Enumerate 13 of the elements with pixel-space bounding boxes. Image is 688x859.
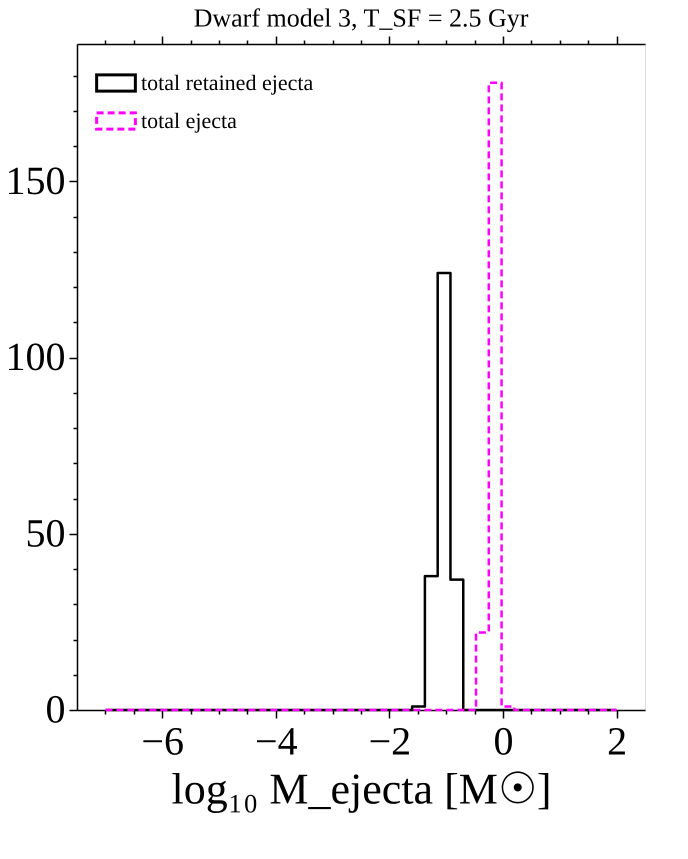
x-tick-label: 2	[607, 718, 628, 764]
x-axis-title: log₁₀ M_ejecta [M☉]	[171, 764, 552, 814]
y-tick-label: 50	[26, 510, 66, 556]
legend-label: total retained ejecta	[141, 70, 314, 95]
y-tick-label: 0	[46, 686, 66, 732]
x-tick-label: −2	[368, 718, 412, 764]
x-tick-label: −4	[255, 718, 298, 764]
y-tick-label: 100	[6, 334, 66, 380]
x-tick-label: 0	[494, 718, 514, 764]
chart-title: Dwarf model 3, T_SF = 2.5 Gyr	[194, 3, 529, 32]
legend-label: total ejecta	[141, 108, 238, 133]
x-tick-label: −6	[141, 718, 184, 764]
y-tick-label: 150	[6, 158, 66, 203]
